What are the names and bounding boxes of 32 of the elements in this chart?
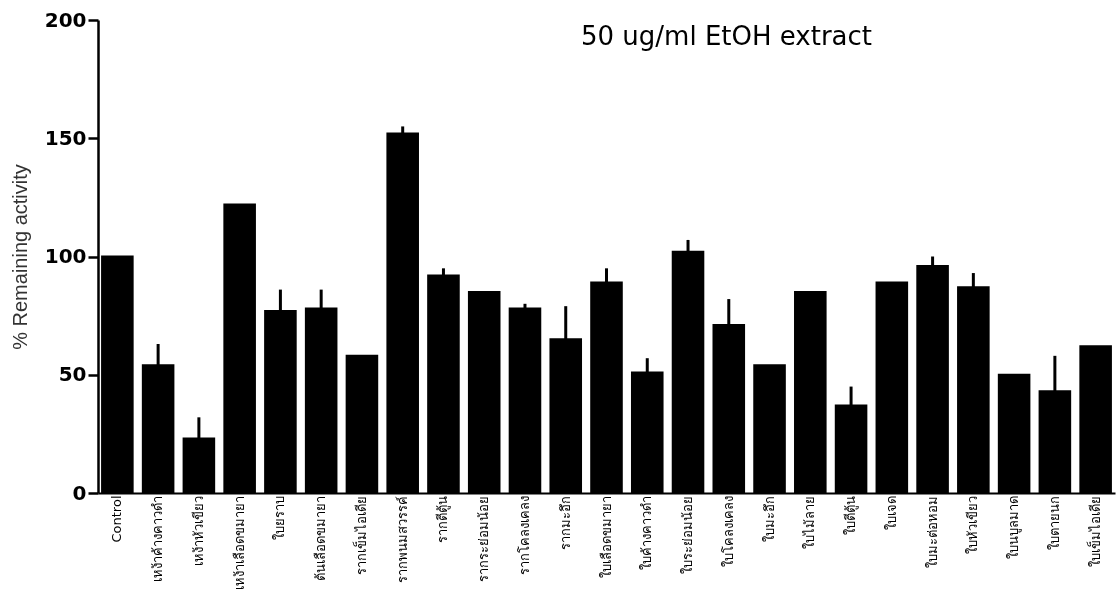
x-tick-label: เหง้าหัวเขียว: [190, 495, 206, 566]
x-tick-label: ต้นเลือดขมายา: [313, 495, 329, 581]
x-tick-label: รากตีตู้น: [435, 495, 452, 543]
x-tick-label: ใบระย่อมน้อย: [680, 495, 696, 574]
x-tick-label: ใบตีตู้น: [843, 495, 860, 535]
x-tick-label: ใบเข็มไอเดีย: [1085, 495, 1103, 567]
x-tick-label: ใบเลือดขมายา: [598, 495, 614, 578]
x-tick-label: รากพนมสวรรค์: [394, 495, 410, 583]
x-tick-label: ใบนบูลมาด: [1006, 495, 1023, 559]
x-tick-label: ใบโคลงเคลง: [720, 495, 736, 567]
x-tick-label: เหง้าเลือดขมายา: [231, 495, 247, 590]
x-tick-label: ใบเจด: [883, 495, 899, 530]
x-tick-label: ใบค้างคาวดำ: [639, 495, 655, 570]
x-tick-label: รากระย่อมน้อย: [476, 495, 492, 582]
y-tick-label: 50: [58, 362, 87, 387]
x-tick-label: รากเข็มไอเดีย: [351, 495, 369, 575]
x-tick-label: ใบมะอึก: [761, 495, 777, 542]
x-tick-label: ใบหัวเขียว: [965, 495, 981, 554]
y-tick-label: 0: [72, 480, 87, 505]
y-tick-label: 150: [44, 125, 87, 150]
x-tick-label: รากโคลงเคลง: [516, 495, 532, 575]
x-tick-label: ใบมะต่อหอม: [924, 495, 940, 568]
x-tick-label: ใบไม้ลาย: [802, 495, 818, 549]
x-tick-label: ใบตายนก: [1046, 495, 1062, 550]
y-tick-label: 200: [44, 7, 87, 32]
chart-title: 50 ug/ml EtOH extract: [580, 21, 873, 51]
y-tick-label: 100: [44, 244, 87, 268]
x-tick-label: รากมะอึก: [557, 495, 573, 550]
x-tick-label: เหง้าค้างคาวดำ: [150, 495, 166, 582]
x-tick-label: Control: [109, 495, 125, 543]
y-axis-title: % Remaining activity: [8, 164, 31, 350]
x-tick-label: ใบยราบ: [272, 495, 288, 540]
